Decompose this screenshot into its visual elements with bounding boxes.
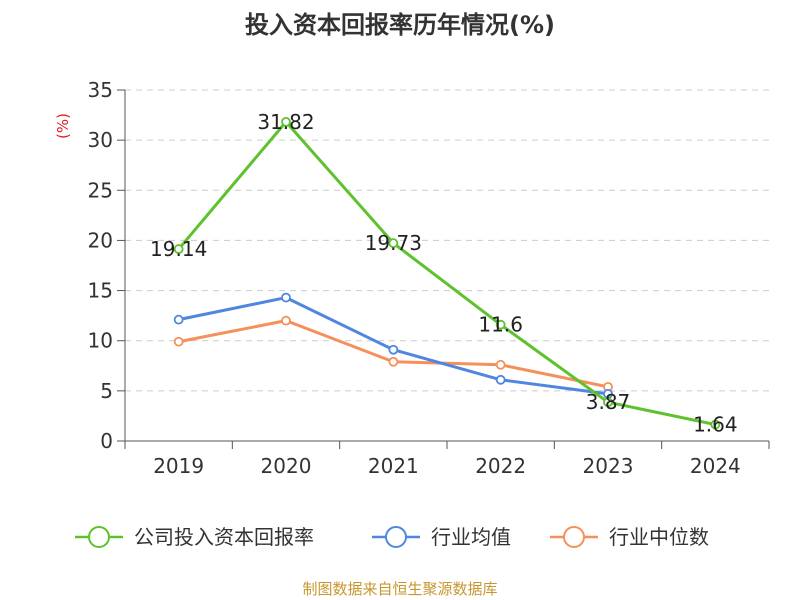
series-group (173, 116, 721, 430)
data-label: 31.82 (257, 110, 314, 134)
data-label: 11.6 (478, 313, 523, 337)
y-tick-label: 20 (88, 228, 113, 252)
data-point[interactable] (173, 244, 184, 254)
axes: 0 5 10 15 20 25 30 35 2019 2020 2021 2022 2023 2024 (88, 78, 770, 478)
legend-item[interactable]: 行业中位数 (550, 525, 709, 549)
legend-label: 公司投入资本回报率 (134, 525, 314, 549)
y-tick-label: 25 (88, 178, 113, 202)
data-point[interactable] (388, 344, 399, 355)
data-labels: 19.14 31.82 19.73 11.6 3.87 1.64 (150, 110, 738, 437)
legend-item[interactable]: 行业均值 (372, 525, 511, 549)
x-tick-label: 2022 (475, 454, 526, 478)
data-label: 19.73 (365, 231, 422, 255)
legend[interactable]: 公司投入资本回报率 行业均值 行业中位数 (75, 525, 709, 549)
y-tick-label: 35 (88, 78, 113, 102)
data-label: 19.14 (150, 237, 207, 261)
data-point[interactable] (388, 238, 399, 249)
legend-label: 行业中位数 (609, 525, 709, 549)
data-point[interactable] (495, 319, 506, 330)
data-point[interactable] (173, 314, 184, 325)
data-point[interactable] (281, 292, 291, 303)
x-tick-label: 2023 (583, 454, 634, 478)
series-0 (173, 116, 721, 430)
data-point[interactable] (388, 356, 399, 367)
grid (125, 89, 769, 392)
data-point[interactable] (173, 336, 184, 347)
y-axis-unit: (%) (54, 113, 72, 139)
chart-title: 投入资本回报率历年情况(%) (245, 11, 555, 39)
data-label: 1.64 (693, 413, 738, 437)
legend-marker (88, 526, 110, 548)
y-tick-label: 10 (88, 329, 113, 353)
series-line (177, 120, 716, 427)
x-tick-label: 2024 (690, 454, 741, 478)
x-tick-label: 2021 (368, 454, 419, 478)
data-point[interactable] (710, 419, 721, 430)
source-note: 制图数据来自恒生聚源数据库 (302, 580, 497, 598)
legend-label: 行业均值 (431, 525, 511, 549)
x-tick-label: 2019 (153, 454, 204, 478)
legend-marker (385, 526, 407, 548)
series-2 (173, 315, 613, 392)
data-point[interactable] (281, 315, 291, 326)
data-label: 3.87 (586, 390, 631, 414)
legend-item[interactable]: 公司投入资本回报率 (75, 525, 314, 549)
legend-marker (563, 526, 585, 548)
y-tick-label: 0 (100, 429, 113, 453)
data-point[interactable] (603, 397, 613, 408)
data-point[interactable] (281, 116, 291, 127)
y-tick-label: 5 (100, 379, 113, 403)
y-tick-label: 30 (88, 128, 113, 152)
series-1 (173, 292, 613, 399)
x-tick-label: 2020 (261, 454, 312, 478)
data-point[interactable] (495, 374, 506, 385)
y-tick-label: 15 (88, 279, 113, 303)
data-point[interactable] (495, 359, 506, 370)
